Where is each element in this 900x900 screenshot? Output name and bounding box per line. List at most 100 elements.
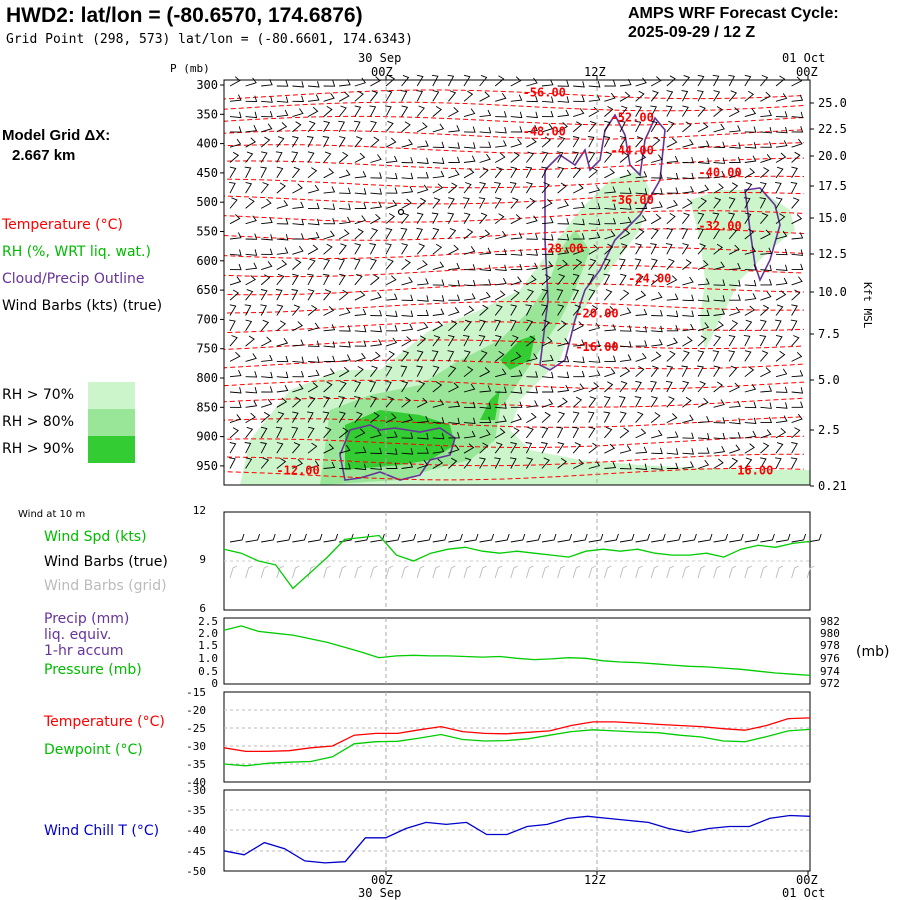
wind-barb <box>510 151 520 163</box>
wind-barb <box>526 400 538 408</box>
legend-windchill: Wind Chill T (°C) <box>44 823 160 839</box>
wind-barb <box>697 397 709 408</box>
wind-barb <box>635 366 645 378</box>
wind-barb <box>713 183 724 194</box>
wind-barb <box>463 305 475 316</box>
wind-barb <box>682 243 690 255</box>
wind-barb <box>229 276 242 286</box>
wind-barb <box>541 457 550 469</box>
wind-barb <box>651 201 663 209</box>
wind-barb <box>245 319 253 332</box>
isotherm-4 <box>223 129 805 140</box>
wind-barb <box>666 365 674 377</box>
wind-barb <box>744 142 757 149</box>
wind-barb <box>401 198 412 209</box>
wind-barb <box>354 308 367 316</box>
wind-barb <box>479 126 492 134</box>
wind-barb <box>666 448 679 455</box>
wind-barb <box>728 350 736 362</box>
wind-barb <box>276 166 284 179</box>
isotherm-8 <box>223 192 805 205</box>
precip-ytick-label: 2.5 <box>198 615 218 628</box>
wind-barb <box>463 417 476 425</box>
surface-wind-barb <box>604 533 619 543</box>
wind-barb <box>541 304 548 316</box>
wind-barb <box>229 232 242 240</box>
wind-barb <box>775 93 788 102</box>
wind-barb <box>510 370 523 378</box>
wind-barb <box>510 414 522 424</box>
wind-barb <box>245 457 253 469</box>
windchill-ytick-label: -45 <box>186 845 206 858</box>
wind-barb <box>510 111 523 119</box>
wind-barb <box>682 105 689 117</box>
pressure-tick-label: 450 <box>196 166 218 180</box>
wind-barb <box>588 356 601 363</box>
wind-barb <box>665 380 673 393</box>
wind-barb <box>260 457 270 469</box>
surface-wind-barb <box>417 533 432 543</box>
wind-barb <box>417 278 429 286</box>
wind-barb <box>276 259 288 270</box>
wind-barb <box>791 76 803 87</box>
wind-barb <box>448 320 458 332</box>
wind-barb <box>790 457 798 469</box>
wind-barb <box>744 417 757 425</box>
wind-barb <box>713 227 721 240</box>
wind-barb <box>292 339 304 347</box>
wind-barb <box>354 325 367 333</box>
windchill-line <box>223 814 811 864</box>
wind-barb <box>573 218 585 226</box>
wind-barb <box>292 183 303 194</box>
wind-barb <box>556 289 564 301</box>
wind-barb <box>713 295 726 302</box>
wind-barb <box>760 291 772 301</box>
grid-wind-barb <box>260 565 269 579</box>
wind-barb <box>479 212 488 224</box>
wind-barb <box>494 304 503 316</box>
wind-barb <box>635 380 642 393</box>
height-tick-label: 2.5 <box>818 423 840 437</box>
wind-barb <box>604 106 614 117</box>
wind-barb <box>541 371 554 379</box>
isotherm-12 <box>223 264 805 278</box>
wind-barb <box>494 197 502 209</box>
wind-barb <box>743 334 751 347</box>
wind-speed-line <box>223 534 811 590</box>
wind-barb <box>495 230 507 240</box>
wind-barb <box>650 243 657 255</box>
legend-rh80-swatch <box>88 409 135 436</box>
wind-barb <box>338 289 349 301</box>
wind-barb <box>339 341 351 348</box>
wind-barb <box>557 136 566 148</box>
wind-barb <box>651 154 663 163</box>
wind-barb <box>666 324 679 332</box>
wind-barb <box>666 90 674 102</box>
wind-barb <box>432 308 445 316</box>
wind-barb <box>572 273 580 286</box>
surface-wind-barb <box>229 533 245 543</box>
wind-barb <box>261 216 273 225</box>
wind-barb <box>245 125 258 133</box>
wind-barb <box>448 365 457 377</box>
wind-barb <box>541 136 552 148</box>
grid-wind-barb <box>432 565 441 579</box>
wind-barb <box>245 181 253 194</box>
wind-barb <box>682 380 690 393</box>
wind-barb <box>682 172 694 180</box>
wind-barb <box>432 365 440 377</box>
wind-barb <box>557 371 570 379</box>
grid-wind-barb <box>619 565 628 579</box>
wind-barb <box>276 273 285 286</box>
wind-barb <box>323 381 333 393</box>
wind-barb <box>432 197 441 209</box>
wind-barb <box>650 365 659 377</box>
wind-barb <box>370 120 377 133</box>
isotherm-7 <box>223 175 805 189</box>
wind-barb <box>619 136 627 148</box>
wind-barb <box>510 427 520 439</box>
wind-barb <box>744 246 757 255</box>
wind-barb <box>401 74 410 87</box>
wind-barb <box>604 203 616 210</box>
